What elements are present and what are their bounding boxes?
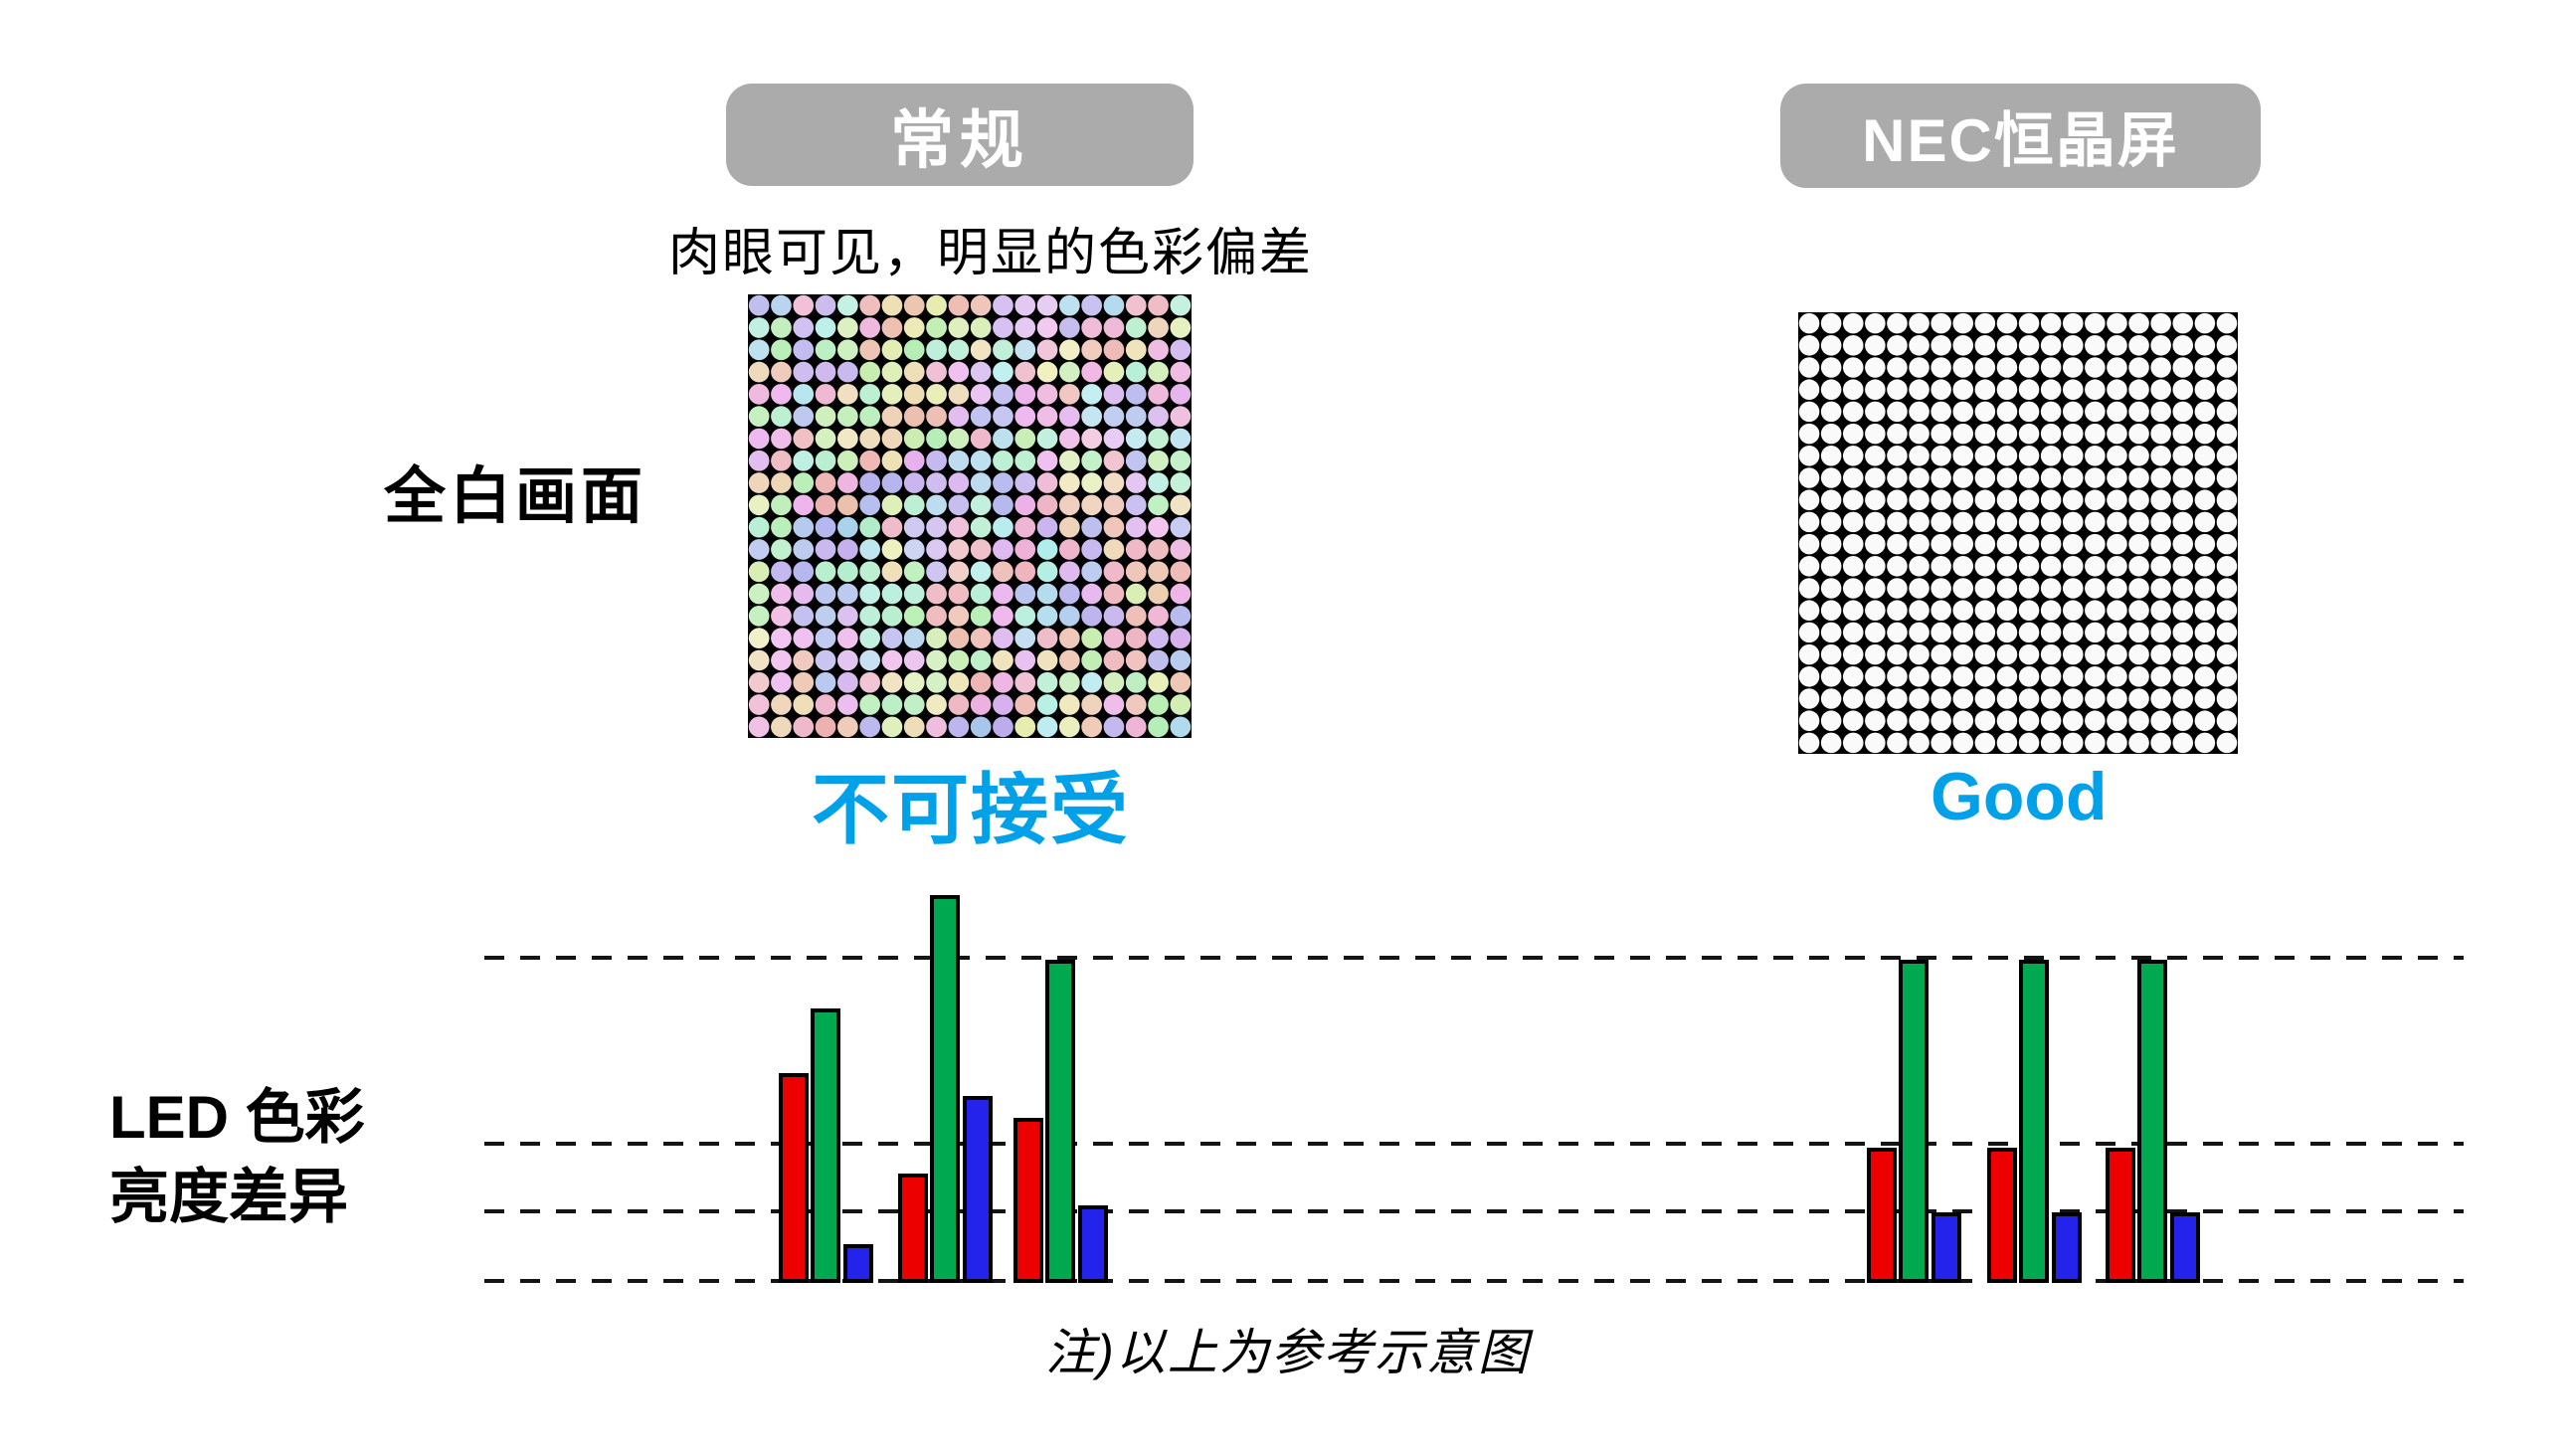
badge-nec-label: NEC恒晶屏 [1862,107,2179,174]
row-label-led-line1: LED 色彩 [109,1084,365,1151]
row-label-led-brightness: LED 色彩 亮度差异 [109,1078,365,1237]
bar-conventional-g3-R [1013,1118,1043,1283]
bar-nec-g1-G [1899,960,1929,1283]
verdict-good: Good [1931,759,2108,834]
bar-nec-g3-R [2106,1147,2135,1283]
bar-nec-g2-R [1987,1147,2017,1283]
bar-conventional-g1-G [811,1007,840,1283]
footnote: 注)以上为参考示意图 [1045,1325,1530,1380]
bar-conventional-g1-B [843,1244,873,1283]
bar-nec-g3-B [2170,1211,2200,1283]
bar-nec-g2-B [2052,1211,2082,1283]
led-matrix-nec [1798,312,2238,754]
bar-conventional-g3-G [1045,960,1075,1283]
badge-conventional: 常规 [726,84,1194,186]
bar-conventional-g2-B [963,1095,993,1283]
bar-nec-g3-G [2137,960,2167,1283]
bar-conventional-g2-R [898,1173,928,1283]
row-label-white-screen: 全白画面 [384,462,647,531]
bar-conventional-g2-G [930,895,960,1283]
bar-nec-g1-B [1931,1211,1961,1283]
bar-conventional-g1-R [779,1072,809,1283]
caption-color-deviation: 肉眼可见，明显的色彩偏差 [668,225,1314,282]
row-label-led-line2: 亮度差异 [109,1164,348,1230]
led-matrix-conventional [748,294,1192,738]
verdict-unacceptable: 不可接受 [812,766,1131,853]
badge-nec: NEC恒晶屏 [1780,84,2261,188]
led-brightness-chart [484,895,2464,1283]
badge-conventional-label: 常规 [890,103,1029,176]
bar-nec-g2-G [2019,960,2049,1283]
bar-nec-g1-R [1867,1147,1897,1283]
bar-conventional-g3-B [1078,1205,1108,1283]
